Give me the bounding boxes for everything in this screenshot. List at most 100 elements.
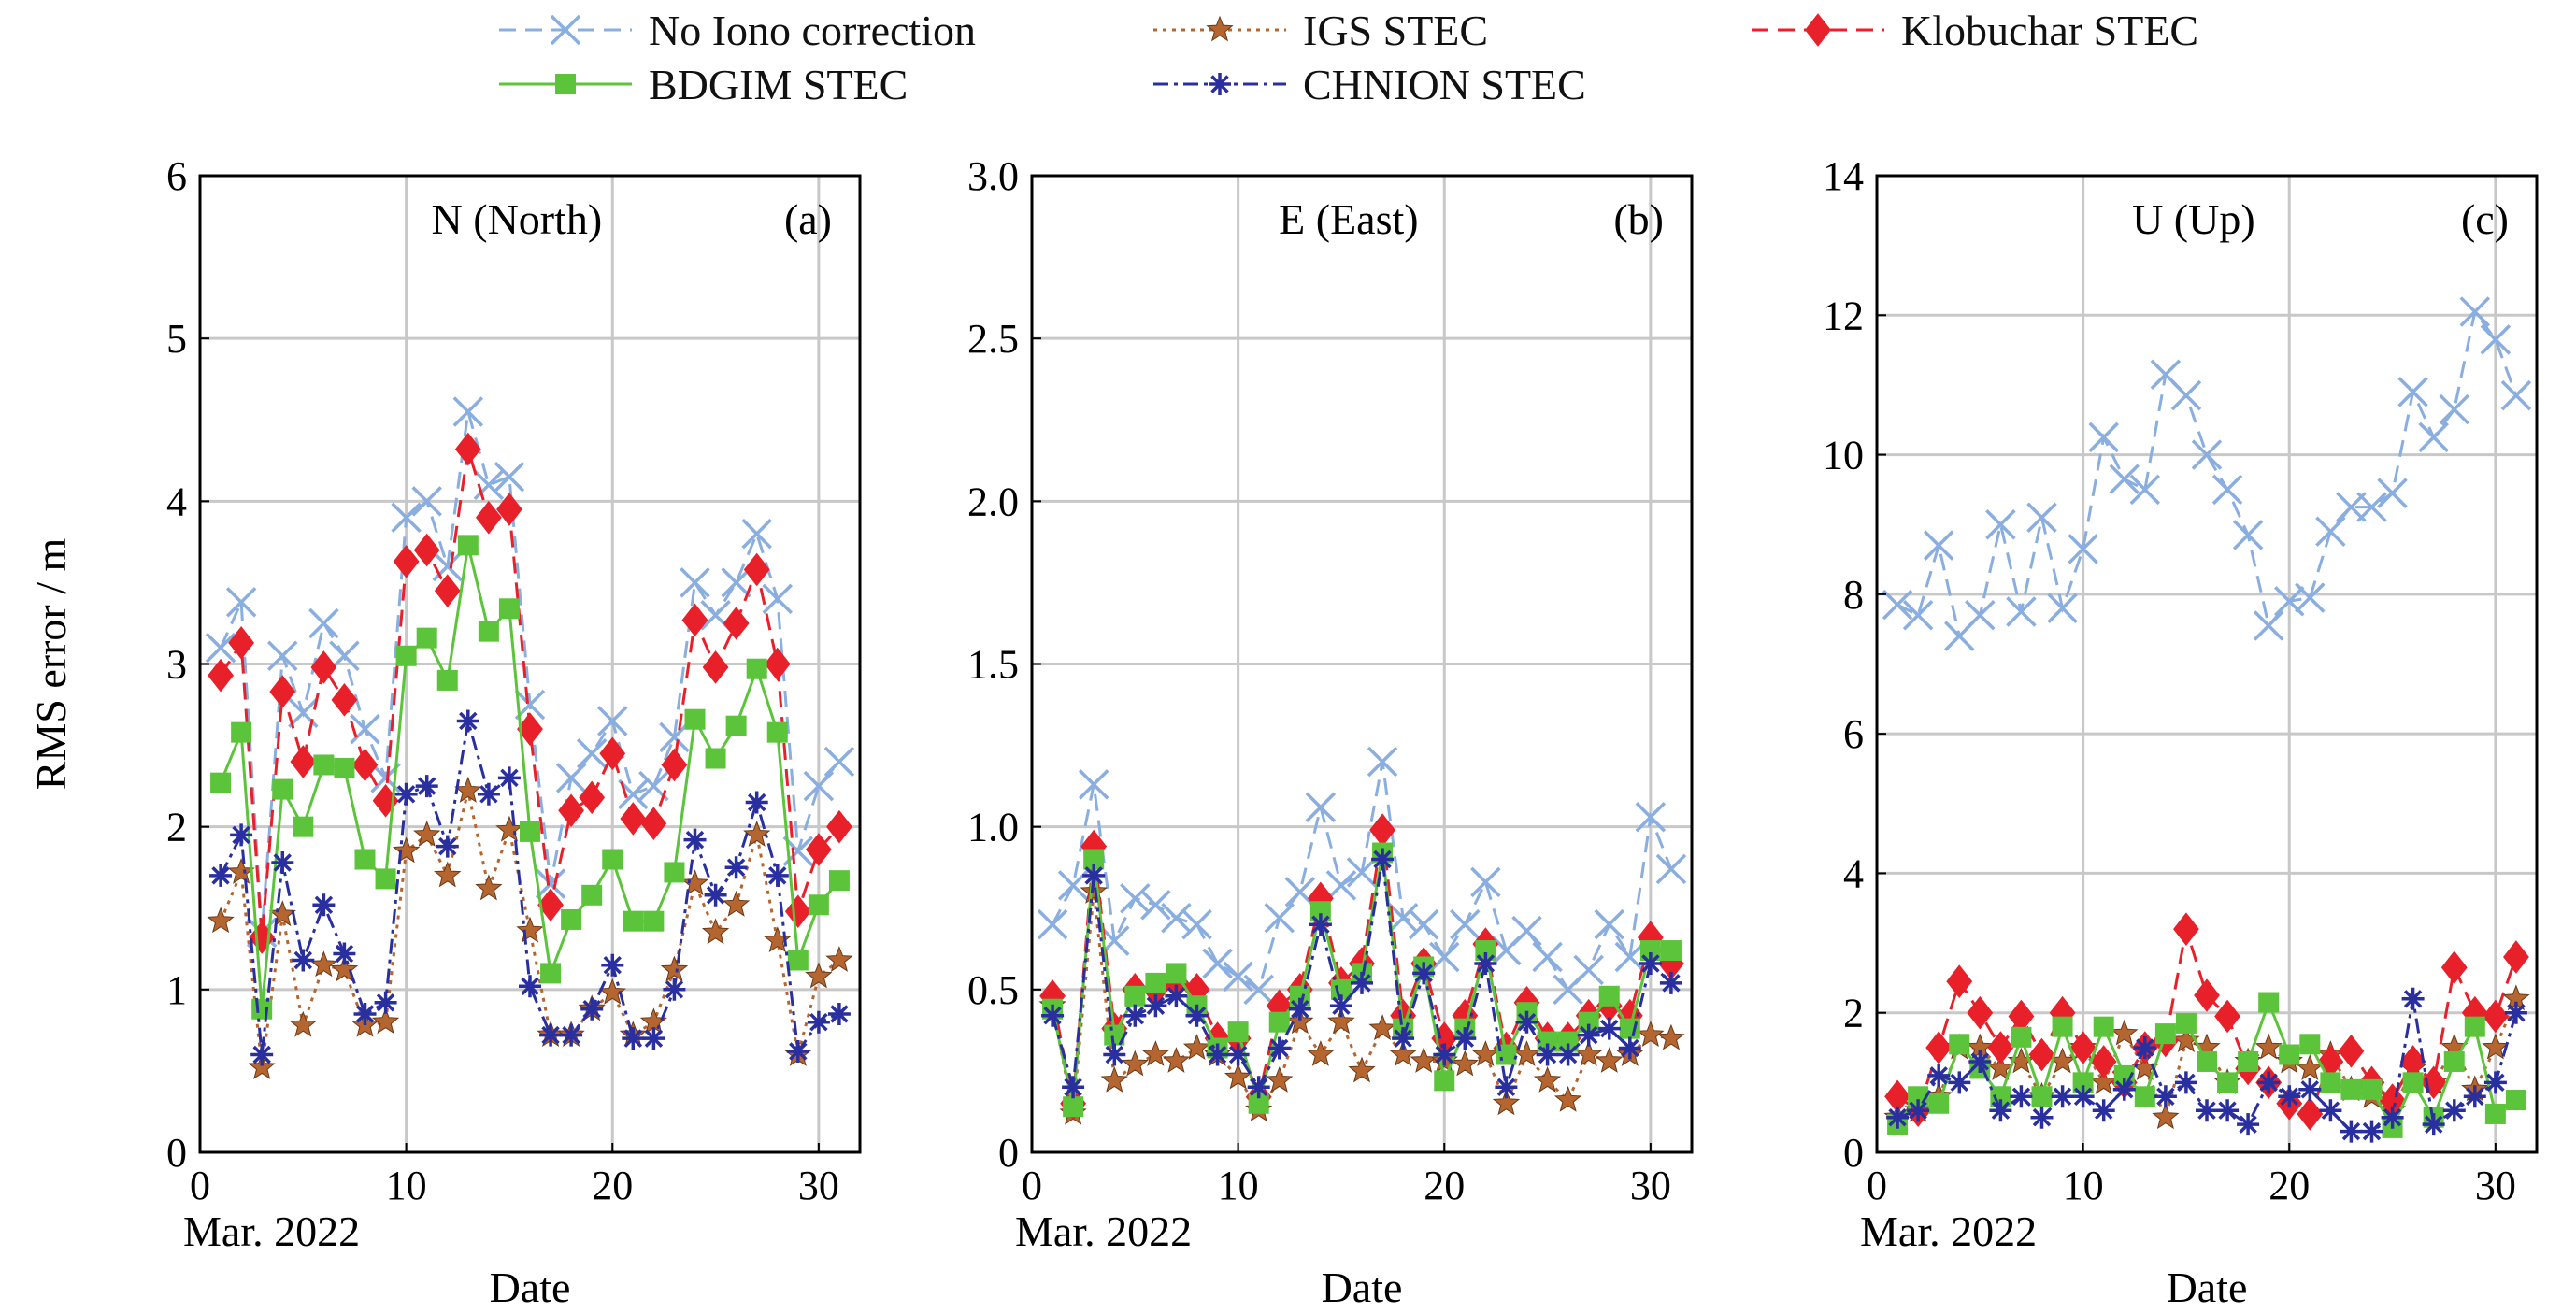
x-tick-label: 30 — [798, 1163, 839, 1208]
data-point-noiono — [514, 689, 546, 721]
y-tick-label: 10 — [1823, 433, 1864, 478]
data-point-noiono — [494, 461, 525, 493]
data-point-bdgim — [416, 627, 437, 649]
data-point-chnion — [497, 766, 521, 790]
data-point-noiono — [1965, 600, 1996, 631]
data-point-igs — [248, 1052, 276, 1079]
legend-marker-noiono — [550, 14, 581, 46]
data-point-noiono — [473, 469, 505, 501]
data-point-chnion — [1927, 1064, 1951, 1087]
data-point-igs — [1471, 1040, 1500, 1066]
data-point-chnion — [415, 775, 438, 798]
data-point-bdgim — [2072, 1072, 2094, 1093]
data-point-igs — [1224, 1063, 1252, 1090]
y-tick-label: 14 — [1823, 153, 1864, 199]
legend-item-bdgim: BDGIM STEC — [495, 56, 908, 112]
data-point-noiono — [267, 640, 298, 672]
data-point-igs — [1410, 1047, 1438, 1073]
data-point-klob — [784, 894, 811, 929]
data-point-klob — [393, 544, 420, 578]
data-point-noiono — [1387, 902, 1419, 934]
data-point-bdgim — [766, 721, 788, 743]
data-point-bdgim — [1475, 940, 1496, 962]
data-point-noiono — [2068, 534, 2098, 564]
chart-panel-up: 0 2 4 6 8 10 12 14 0 10 20 30 Mar. 2022 Date U (Up) (c) — [1823, 153, 2539, 1311]
data-point-noiono — [1181, 908, 1212, 940]
data-point-chnion — [2381, 1106, 2404, 1129]
panel-title: N (North) — [432, 195, 603, 243]
data-point-klob — [599, 736, 626, 771]
legend-marker-chnion — [1209, 73, 1231, 95]
data-point-noiono — [1367, 746, 1398, 778]
data-point-chnion — [560, 1023, 583, 1047]
data-point-klob — [434, 574, 461, 607]
data-point-igs — [764, 926, 792, 953]
data-point-klob — [764, 647, 791, 681]
data-point-igs — [1182, 1034, 1211, 1061]
y-tick-label: 5 — [166, 316, 187, 362]
data-point-klob — [228, 626, 255, 660]
panel-title: U (Up) — [2132, 195, 2255, 243]
data-point-igs — [825, 946, 853, 972]
data-point-noiono — [1614, 941, 1646, 973]
data-point-chnion — [1165, 984, 1188, 1007]
series-klob-north — [208, 432, 852, 954]
data-point-chnion — [2010, 1085, 2033, 1108]
data-point-chnion — [1515, 1010, 1538, 1034]
data-point-igs — [2111, 1019, 2139, 1046]
data-point-chnion — [230, 823, 253, 847]
data-point-noiono — [1202, 948, 1233, 979]
data-point-noiono — [2109, 464, 2140, 494]
legend-marker-bdgim — [555, 74, 576, 94]
data-point-klob — [517, 712, 543, 746]
data-point-noiono — [2211, 474, 2243, 506]
data-point-noiono — [205, 632, 236, 664]
data-point-bdgim — [2217, 1072, 2239, 1093]
data-point-igs — [1451, 1050, 1479, 1077]
data-point-noiono — [1429, 941, 1460, 973]
data-point-chnion — [333, 942, 356, 965]
data-point-bdgim — [2197, 1050, 2217, 1072]
data-point-bdgim — [1537, 1031, 1558, 1052]
data-point-bdgim — [2031, 1086, 2053, 1107]
data-point-chnion — [2298, 1078, 2322, 1101]
data-point-chnion — [2442, 1099, 2466, 1122]
data-point-bdgim — [2279, 1044, 2300, 1065]
data-point-chnion — [786, 1040, 809, 1063]
data-point-noiono — [2356, 492, 2387, 522]
data-point-chnion — [477, 782, 500, 806]
legend-item-klobuchar: Klobuchar STEC — [1748, 2, 2198, 58]
data-point-klob — [579, 780, 606, 815]
data-point-noiono — [2295, 582, 2326, 613]
data-point-igs — [1575, 1040, 1603, 1066]
data-point-chnion — [1062, 1076, 1085, 1099]
data-point-noiono — [2047, 593, 2078, 624]
data-point-bdgim — [313, 754, 335, 776]
data-point-noiono — [1923, 530, 1954, 561]
chart-panel-east: 0 0.5 1.0 1.5 2.0 2.5 3.0 0 10 20 30 Mar. 2022 Date E… — [967, 153, 1694, 1311]
data-point-noiono — [1057, 870, 1089, 901]
series-line-chnion — [219, 721, 840, 1056]
data-point-noiono — [1140, 890, 1171, 921]
data-point-noiono — [1902, 600, 1934, 631]
data-point-noiono — [1325, 870, 1357, 901]
data-point-bdgim — [2402, 1072, 2424, 1093]
data-point-bdgim — [664, 862, 685, 883]
x-tick-label: 30 — [2475, 1163, 2516, 1208]
x-sublabel: Mar. 2022 — [1860, 1207, 2037, 1255]
data-point-noiono — [1635, 801, 1667, 833]
data-point-igs — [1637, 1021, 1665, 1048]
data-point-bdgim — [2299, 1034, 2321, 1055]
x-tick-label: 0 — [1867, 1163, 1887, 1208]
data-point-igs — [1368, 1014, 1396, 1041]
data-point-noiono — [803, 770, 835, 802]
data-point-klob — [2090, 1045, 2117, 1078]
data-point-klob — [620, 802, 647, 836]
y-tick-label: 2 — [166, 805, 187, 850]
data-point-klob — [2297, 1097, 2324, 1131]
data-point-noiono — [411, 486, 442, 517]
y-tick-label: 6 — [166, 153, 187, 199]
data-point-noiono — [1305, 792, 1337, 823]
data-point-igs — [701, 918, 730, 945]
data-point-chnion — [1495, 1076, 1518, 1099]
